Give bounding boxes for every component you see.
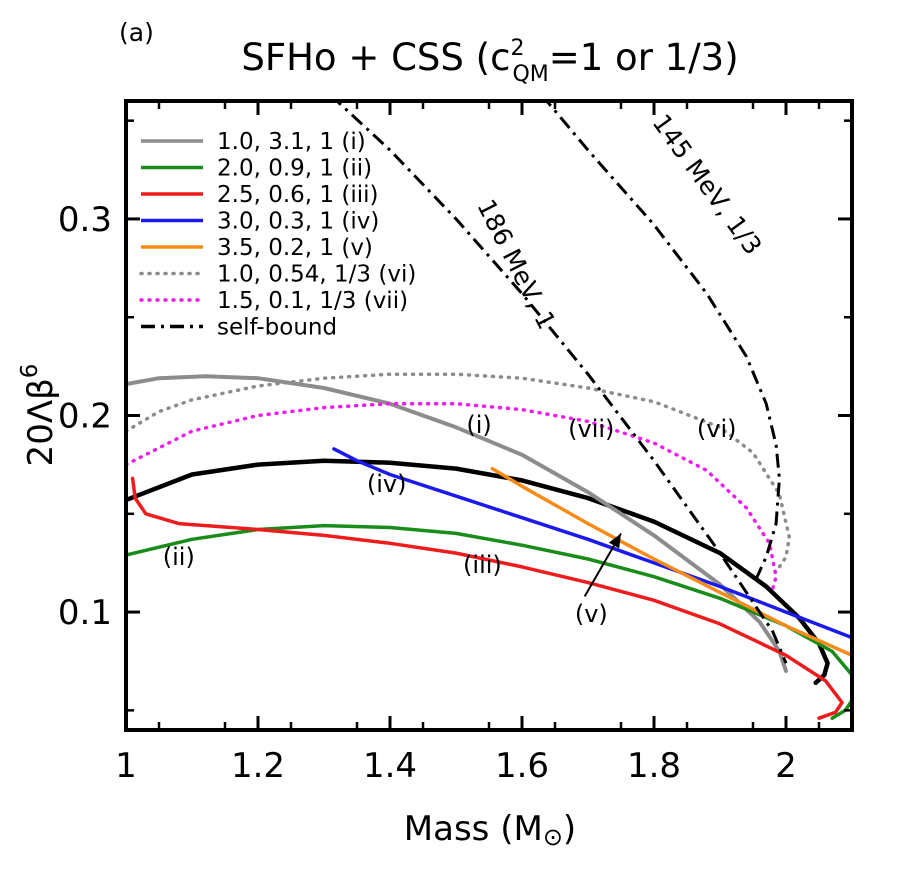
curve-annotations: (i) (ii) (iii) (iv) (v) (vi) (vii) [163,411,737,628]
series-line-7 [126,372,792,569]
series-line-3 [126,523,852,720]
series-line-4 [130,476,844,720]
legend-label: 1.5, 0.1, 1/3 (vii) [217,288,408,314]
title-exponent: 2 [510,36,524,61]
x-tick-label: 2 [775,746,797,786]
legend-item: 3.5, 0.2, 1 (v) [141,235,373,261]
legend-label: 3.5, 0.2, 1 (v) [217,235,373,261]
self-bound-label: 145 MeV, 1/3 [647,109,768,260]
legend: 1.0, 3.1, 1 (i)2.0, 0.9, 1 (ii)2.5, 0.6,… [139,129,416,341]
series-line-9 [334,101,788,664]
axis-ticks [124,101,852,730]
curve-annotation: (i) [466,411,491,439]
curve-annotation: (iii) [463,551,502,579]
title-subscript: QM [512,62,548,87]
legend-label: 2.5, 0.6, 1 (iii) [217,182,378,208]
title-main: SFHo + CSS (c [241,36,510,79]
curve-annotation: (vii) [568,415,614,443]
title-tail: =1 or 1/3) [549,36,739,79]
series-line-6 [490,466,852,658]
y-tick-label: 0.3 [58,200,112,240]
series-line-5 [332,447,852,640]
x-tick-label: 1.8 [627,746,681,786]
x-tick-label: 1.4 [363,746,417,786]
curve-annotation: (vi) [697,415,737,443]
legend-item: 3.0, 0.3, 1 (iv) [141,209,379,235]
series-line-1 [126,458,830,686]
series-line-2 [126,374,788,673]
legend-label: self-bound [217,315,337,341]
y-tick-label: 0.2 [58,397,112,437]
legend-item: 1.5, 0.1, 1/3 (vii) [139,288,408,314]
arrow-head [608,533,621,549]
x-axis-sun-symbol: ⊙ [543,823,563,851]
y-axis-title: 20Λβ6 [17,364,61,467]
y-axis-title-main: 20Λβ [21,378,61,466]
chart-title: SFHo + CSS (c2 QM=1 or 1/3) [241,36,738,87]
legend-label: 1.0, 3.1, 1 (i) [217,129,366,155]
curve-annotation: (ii) [163,543,195,571]
legend-item: 2.0, 0.9, 1 (ii) [141,156,372,182]
x-axis-title-main: Mass (M [404,809,543,849]
self-bound-labels: 186 MeV, 1 145 MeV, 1/3 [471,109,767,334]
curve-annotation: (iv) [367,470,407,498]
panel-label: (a) [119,18,154,47]
x-tick-label: 1.6 [495,746,549,786]
x-axis-title-tail: ) [563,809,576,849]
legend-item: self-bound [141,315,337,341]
self-bound-label: 186 MeV, 1 [471,195,561,334]
series-line-8 [126,401,778,591]
x-tick-label: 1.2 [231,746,285,786]
series-line-10 [544,101,781,580]
legend-label: 1.0, 0.54, 1/3 (vi) [217,262,416,288]
series-layer [126,101,852,720]
legend-label: 3.0, 0.3, 1 (iv) [217,209,379,235]
legend-item: 1.0, 0.54, 1/3 (vi) [139,262,416,288]
legend-item: 2.5, 0.6, 1 (iii) [141,182,378,208]
x-tick-label: 1 [115,746,137,786]
legend-item: 1.0, 3.1, 1 (i) [141,129,366,155]
curve-annotation: (v) [575,600,608,628]
y-tick-label: 0.1 [58,593,112,633]
x-axis-title: Mass (M⊙) [404,809,576,851]
y-axis-title-exponent: 6 [17,364,43,379]
legend-label: 2.0, 0.9, 1 (ii) [217,156,372,182]
